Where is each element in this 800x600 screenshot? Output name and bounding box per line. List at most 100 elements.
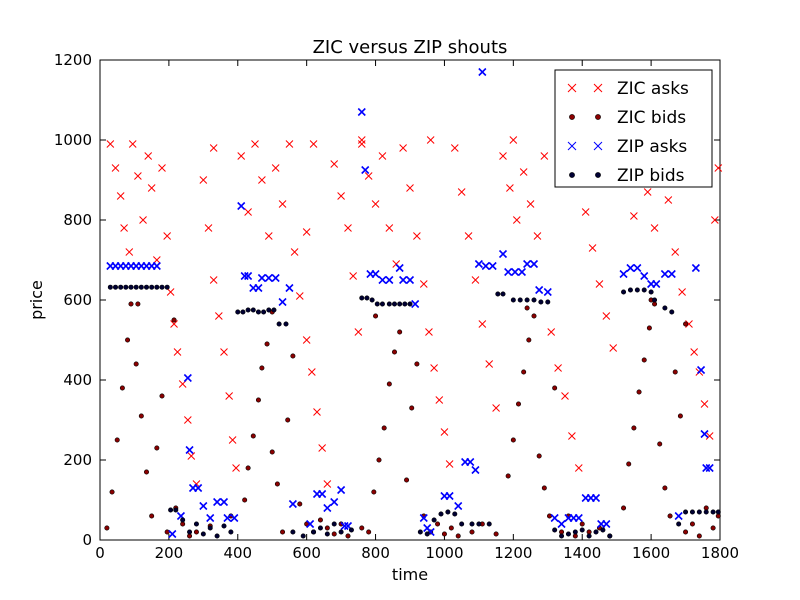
data-point-x-marker: [288, 499, 297, 509]
data-point-dot: [424, 531, 430, 537]
data-point-dot: [114, 437, 120, 443]
data-point-x-marker: [323, 480, 332, 488]
legend-entry: ZIC asks: [567, 79, 689, 99]
data-point-x-marker: [557, 519, 566, 529]
data-point-x-marker: [419, 280, 428, 288]
data-point-x-marker: [120, 224, 128, 232]
data-point-dot: [180, 517, 186, 523]
data-point-dot: [672, 369, 678, 375]
data-point-dot: [317, 517, 323, 523]
data-point-dot: [173, 507, 179, 513]
data-point-x-marker: [228, 436, 237, 444]
data-point-x-marker: [225, 392, 234, 400]
data-point-dot: [500, 291, 506, 297]
data-point-x-marker: [691, 263, 700, 273]
x-tick-label: 0: [95, 544, 105, 562]
x-tick-label: 1200: [494, 544, 532, 562]
data-point-x-marker: [526, 200, 535, 208]
data-point-x-marker: [492, 404, 500, 412]
data-point-dot: [641, 357, 647, 363]
x-tick-label: 400: [223, 544, 252, 562]
data-point-dot: [626, 461, 632, 467]
series-zip-bids: [107, 284, 721, 539]
data-point-x-marker: [485, 360, 494, 368]
data-point-x-marker: [581, 208, 590, 216]
data-point-x-marker: [349, 272, 358, 280]
x-tick-label: 1400: [563, 544, 601, 562]
data-point-x-marker: [302, 336, 311, 344]
data-point-dot: [242, 497, 248, 503]
data-point-dot: [125, 337, 131, 343]
data-point-dot: [107, 284, 113, 290]
data-point-dot: [689, 521, 695, 527]
data-point-x-marker: [700, 429, 709, 439]
data-point-dot: [214, 533, 220, 539]
data-point-dot: [521, 369, 527, 375]
data-point-x-marker: [474, 259, 483, 269]
data-point-dot: [404, 477, 410, 483]
data-point-dot: [586, 533, 592, 539]
data-point-dot: [579, 527, 585, 533]
data-point-dot: [493, 531, 499, 537]
data-point-dot: [164, 529, 170, 535]
data-point-dot: [641, 287, 647, 293]
data-point-x-marker: [158, 164, 166, 172]
data-point-dot: [455, 533, 461, 539]
data-point-x-marker: [264, 273, 273, 283]
data-point-dot: [683, 321, 689, 327]
y-tick-label: 400: [63, 371, 92, 389]
data-point-dot: [168, 507, 174, 513]
data-point-dot: [677, 413, 683, 419]
chart-title: ZIC versus ZIP shouts: [313, 37, 508, 58]
data-point-x-marker: [411, 299, 420, 309]
data-point-x-marker: [199, 501, 208, 511]
axis-ticks: 0 200 400 600 800 1000 1200 1400 1600 1800 0 200 400…: [54, 51, 739, 562]
data-point-x-marker: [285, 283, 294, 293]
data-point-dot: [448, 525, 454, 531]
data-point-dot: [696, 509, 702, 515]
data-point-x-marker: [561, 392, 569, 400]
data-point-dot: [193, 521, 199, 527]
data-point-x-marker: [445, 460, 454, 468]
data-point-dot: [669, 309, 675, 315]
data-point-x-marker: [147, 184, 156, 192]
data-point-dot: [255, 397, 261, 403]
data-point-dot: [452, 511, 458, 517]
data-point-x-marker: [254, 283, 263, 293]
legend-marker: [567, 83, 577, 93]
data-point-x-marker: [457, 188, 466, 196]
data-point-x-marker: [705, 432, 714, 440]
data-point-x-marker: [204, 224, 213, 232]
data-point-dot: [652, 297, 658, 303]
data-point-x-marker: [643, 188, 652, 196]
data-point-dot: [164, 284, 170, 290]
data-point-dot: [646, 325, 652, 331]
data-point-x-marker: [450, 144, 459, 152]
data-point-x-marker: [244, 208, 252, 216]
data-point-x-marker: [364, 172, 373, 180]
data-point-x-marker: [660, 269, 669, 279]
data-point-x-marker: [357, 107, 366, 117]
legend-marker: [595, 114, 601, 120]
data-point-x-marker: [173, 348, 182, 356]
data-point-x-marker: [602, 519, 611, 529]
data-point-x-marker: [337, 485, 346, 495]
data-point-dot: [250, 307, 256, 313]
data-point-x-marker: [344, 224, 352, 232]
data-point-x-marker: [426, 136, 435, 144]
data-point-x-marker: [139, 216, 147, 224]
data-point-x-marker: [550, 513, 559, 523]
data-point-x-marker: [170, 320, 178, 328]
data-point-dot: [171, 317, 177, 323]
data-point-x-marker: [209, 144, 218, 152]
data-point-x-marker: [313, 408, 321, 416]
data-point-x-marker: [244, 271, 253, 281]
data-point-dot: [538, 299, 544, 305]
data-point-x-marker: [168, 529, 177, 539]
data-point-x-marker: [194, 483, 203, 493]
data-point-x-marker: [237, 152, 246, 160]
data-point-x-marker: [499, 152, 507, 160]
data-point-dot: [486, 521, 492, 527]
data-point-dot: [193, 529, 199, 535]
